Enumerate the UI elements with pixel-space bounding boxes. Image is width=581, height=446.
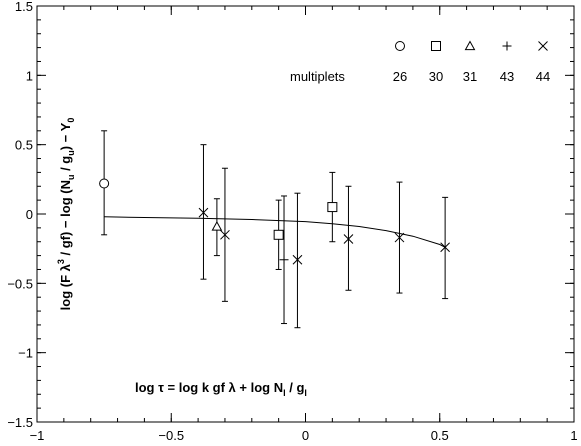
x-tick-label: −1 <box>30 428 45 443</box>
annot-part-3: l <box>304 388 307 398</box>
data-markers <box>99 178 450 265</box>
legend-row-label: multiplets <box>290 69 345 84</box>
legend-label: 30 <box>429 69 443 84</box>
data-point-square <box>273 229 284 240</box>
axis-tick-labels: −1 −0.5 0 0.5 1−1.5−1−0.500.511.5 <box>7 0 577 443</box>
x-tick-label: 0 <box>302 428 309 443</box>
legend-marker-square <box>431 41 441 51</box>
ylabel-part-2: / gf) − log (N <box>58 180 73 259</box>
data-point-cross-d2 <box>198 207 209 218</box>
ylabel-part-0: log (F λ <box>58 263 73 310</box>
data-point-cross <box>292 254 303 265</box>
data-point-cross-d2 <box>394 232 405 243</box>
y-tick-label: 1.5 <box>15 0 33 14</box>
legend-marker-circle <box>395 41 405 51</box>
ylabel-part-3: u <box>66 175 76 181</box>
y-tick-label: −0.5 <box>7 276 33 291</box>
ylabel-part-7: 0 <box>66 118 76 123</box>
y-tick-label: 1 <box>26 68 33 83</box>
data-point-cross-d2 <box>292 254 303 265</box>
legend-label: 44 <box>536 69 550 84</box>
legend-label: 31 <box>463 69 477 84</box>
annot-part-0: log τ = log k gf λ + log N <box>135 380 283 395</box>
axis-ticks <box>36 5 575 423</box>
formula-annotation: log τ = log k gf λ + log Nl / gl <box>135 380 307 398</box>
data-point-plus <box>279 255 289 265</box>
data-point-cross <box>394 232 405 243</box>
legend-marker-cross <box>538 41 548 51</box>
data-point-circle <box>99 178 110 189</box>
x-tick-label: −0.5 <box>158 428 184 443</box>
legend: multiplets 26 30 31 43 44 <box>290 40 550 84</box>
data-point-cross <box>220 229 230 240</box>
y-axis-label: log (F λ3 / gf) − log (Nu / gu) − Y0 <box>56 118 76 311</box>
annot-part-2: / g <box>286 380 305 395</box>
data-point-triangle <box>211 220 223 231</box>
y-tick-label: −1 <box>18 346 33 361</box>
legend-marker-cross-d2 <box>538 41 548 51</box>
y-tick-label: 0 <box>26 207 33 222</box>
x-tick-label: 0.5 <box>431 428 449 443</box>
data-point-cross-d2 <box>220 229 230 240</box>
data-point-cross <box>343 234 354 244</box>
legend-marker-plus <box>502 41 512 51</box>
ylabel-part-5: u <box>66 150 76 156</box>
y-tick-label: −1.5 <box>7 415 33 430</box>
y-tick-label: 0.5 <box>15 138 33 153</box>
data-point-cross-d2 <box>440 242 450 253</box>
x-tick-label: 1 <box>570 428 577 443</box>
ylabel-part-1: 3 <box>56 259 66 264</box>
data-point-cross-d2 <box>343 234 354 244</box>
legend-label: 26 <box>393 69 407 84</box>
data-point-cross <box>440 242 450 253</box>
annot-part-1: l <box>283 388 286 398</box>
data-point-square <box>327 202 338 213</box>
legend-label: 43 <box>500 69 514 84</box>
legend-marker-triangle <box>464 40 476 51</box>
ylabel-part-4: / g <box>58 156 73 175</box>
data-point-cross <box>198 207 209 218</box>
ylabel-part-6: ) − Y <box>58 122 73 150</box>
